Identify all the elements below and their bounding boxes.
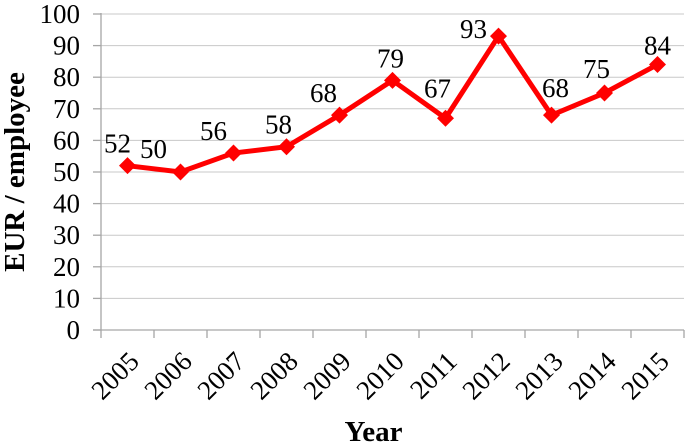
data-point-marker-2012: [490, 27, 507, 45]
data-label-2006: 50: [140, 134, 167, 164]
data-label-2005: 52: [104, 129, 131, 159]
data-point-marker-2006: [172, 163, 189, 181]
y-tick-label-100: 100: [40, 0, 81, 29]
y-tick-label-20: 20: [53, 252, 80, 282]
y-tick-label-10: 10: [53, 283, 80, 313]
data-point-marker-2008: [278, 138, 295, 156]
data-point-marker-2014: [596, 84, 613, 102]
data-point-marker-2015: [649, 56, 666, 74]
y-tick-label-60: 60: [53, 125, 80, 155]
y-tick-label-90: 90: [53, 31, 80, 61]
data-point-marker-2005: [119, 157, 136, 175]
y-tick-label-30: 30: [53, 220, 80, 250]
data-point-marker-2010: [384, 71, 401, 89]
data-label-2008: 58: [265, 110, 292, 140]
data-label-2014: 75: [583, 54, 610, 84]
data-label-2010: 79: [377, 43, 404, 73]
y-axis-title: EUR / employee: [0, 72, 31, 272]
data-point-marker-2013: [543, 106, 560, 124]
y-tick-label-70: 70: [53, 94, 80, 124]
data-label-2012: 93: [460, 14, 487, 44]
data-point-marker-2007: [225, 144, 242, 162]
data-point-marker-2011: [437, 109, 454, 127]
x-axis-title: Year: [345, 416, 403, 448]
data-label-2013: 68: [542, 73, 569, 103]
y-tick-label-50: 50: [53, 157, 80, 187]
y-tick-label-80: 80: [53, 62, 80, 92]
y-tick-label-40: 40: [53, 189, 80, 219]
data-label-2009: 68: [310, 78, 337, 108]
y-tick-label-0: 0: [67, 315, 81, 345]
data-label-2011: 67: [424, 73, 451, 103]
data-label-2007: 56: [200, 116, 227, 146]
data-point-marker-2009: [331, 106, 348, 124]
data-label-2015: 84: [644, 31, 672, 61]
